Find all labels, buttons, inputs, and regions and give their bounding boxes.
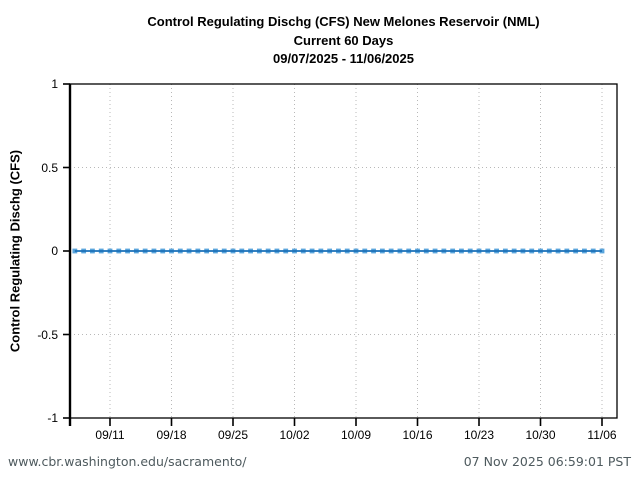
footer-timestamp: 07 Nov 2025 06:59:01 PST — [463, 454, 631, 469]
chart-title-line2: Current 60 Days — [293, 32, 394, 48]
x-tick-label: 10/02 — [279, 428, 310, 442]
x-tick-label: 10/23 — [463, 428, 495, 442]
chart-title-line3: 09/07/2025 - 11/06/2025 — [273, 51, 414, 66]
axes — [63, 83, 618, 426]
x-tick-label: 09/18 — [156, 428, 187, 442]
y-tick-label: -0.5 — [37, 327, 58, 342]
y-tick-label: -1 — [47, 411, 58, 425]
x-tick-label: 09/25 — [217, 428, 249, 442]
y-tick-label: 0 — [51, 244, 58, 258]
chart-title-line1: Control Regulating Dischg (CFS) New Melo… — [147, 14, 540, 29]
chart-title: Control Regulating Dischg (CFS) New Melo… — [70, 13, 617, 69]
y-tick-label: 0.5 — [41, 160, 58, 175]
footer-site-url: www.cbr.washington.edu/sacramento/ — [8, 454, 247, 469]
x-tick-label: 10/30 — [525, 428, 556, 442]
x-tick-label: 10/09 — [340, 428, 372, 442]
x-tick-label: 10/16 — [402, 428, 433, 442]
y-tick-label: 1 — [51, 77, 58, 91]
data-series — [72, 248, 605, 254]
x-tick-label: 09/11 — [95, 428, 125, 442]
x-tick-label: 11/06 — [587, 428, 617, 442]
